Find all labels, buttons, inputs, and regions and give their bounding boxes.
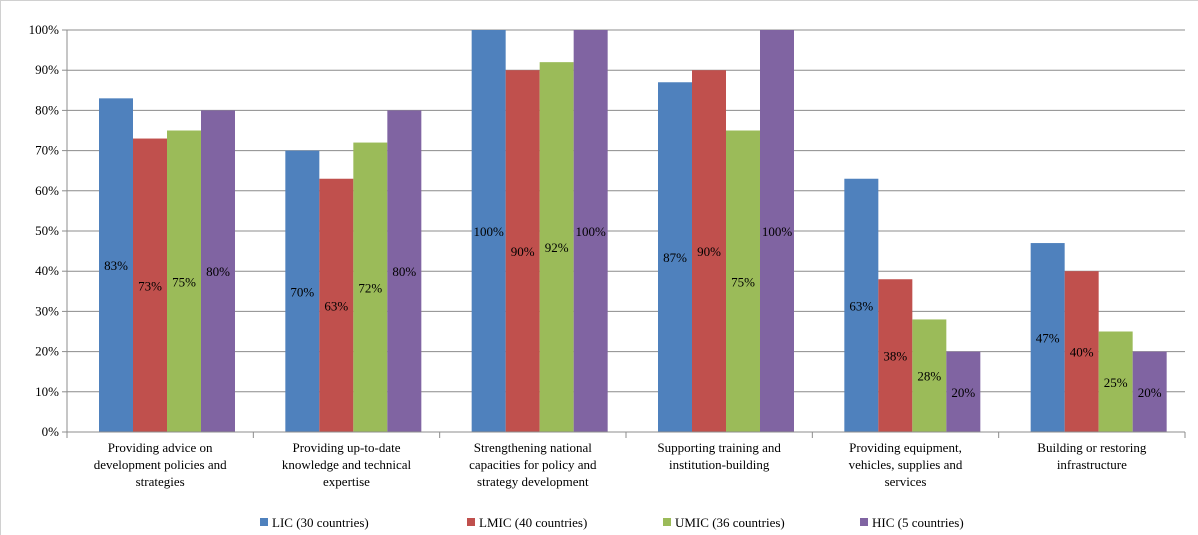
data-label: 70% — [290, 284, 314, 299]
data-label: 90% — [511, 244, 535, 259]
bar — [658, 82, 692, 432]
data-label: 92% — [545, 240, 569, 255]
bar — [539, 62, 574, 432]
bar — [1098, 331, 1133, 432]
bar — [844, 178, 879, 432]
y-tick-label: 30% — [35, 303, 59, 318]
data-label: 87% — [663, 250, 687, 265]
data-label: 80% — [392, 264, 416, 279]
bar — [1064, 271, 1099, 432]
bar — [319, 178, 354, 432]
bar — [99, 98, 133, 432]
y-tick-label: 80% — [35, 102, 59, 117]
bars — [99, 30, 1167, 433]
data-label: 63% — [849, 298, 873, 313]
gridlines — [67, 29, 1185, 393]
data-label: 90% — [697, 244, 721, 259]
x-category-label: Providing equipment, vehicles, supplies a… — [849, 440, 963, 489]
bar — [471, 30, 506, 432]
data-label: 20% — [1138, 385, 1162, 400]
bar — [285, 150, 320, 432]
legend-swatch — [663, 518, 671, 526]
data-label: 47% — [1036, 331, 1060, 346]
y-tick-label: 50% — [35, 223, 59, 238]
bar — [726, 130, 760, 432]
bar — [1030, 243, 1065, 432]
data-label: 83% — [104, 258, 128, 273]
legend-swatch — [467, 518, 475, 526]
x-category-label: Supporting training and institution-build… — [657, 440, 781, 472]
x-category-label: Providing up-to-date knowledge and techni… — [282, 440, 412, 489]
data-label: 100% — [762, 224, 793, 239]
bar — [505, 70, 540, 432]
bar — [878, 279, 913, 432]
data-labels: 83% 70% 100% 87% 63% 47% 73% 63% 90% 90% 38% 40% 75%… — [104, 224, 1162, 400]
data-label: 38% — [883, 349, 907, 364]
x-category-label: Providing advice on development policies … — [94, 440, 227, 489]
bar — [167, 130, 201, 432]
bar — [133, 138, 167, 433]
data-label: 75% — [731, 274, 755, 289]
y-tick-label: 60% — [35, 183, 59, 198]
bar — [573, 30, 608, 432]
data-label: 100% — [473, 224, 504, 239]
data-label: 40% — [1070, 345, 1094, 360]
y-tick-label: 10% — [35, 384, 59, 399]
bar — [760, 30, 794, 432]
x-category-label: Strengthening national capacities for pol… — [469, 440, 597, 489]
bar — [912, 319, 947, 432]
axes: 0% 10% 20% 30% 40% 50% 60% 70% 80% 90% 100% Providi… — [29, 22, 1186, 489]
bar — [201, 110, 235, 433]
data-label: 28% — [917, 369, 941, 384]
legend: LIC (30 countries) LMIC (40 countries) UMI… — [260, 515, 964, 530]
y-tick-label: 100% — [29, 22, 60, 37]
legend-swatch — [260, 518, 268, 526]
y-tick-label: 70% — [35, 143, 59, 158]
bar — [353, 142, 388, 432]
data-label: 63% — [324, 298, 348, 313]
y-tick-label: 0% — [42, 424, 60, 439]
data-label: 25% — [1104, 375, 1128, 390]
x-category-label: Building or restoring infrastructure — [1037, 440, 1147, 472]
legend-label: LMIC (40 countries) — [479, 515, 587, 530]
legend-swatch — [860, 518, 868, 526]
y-tick-label: 90% — [35, 62, 59, 77]
bar — [387, 110, 422, 433]
bar — [1132, 351, 1167, 432]
bar — [946, 351, 981, 432]
data-label: 73% — [138, 278, 162, 293]
data-label: 80% — [206, 264, 230, 279]
y-tick-label: 40% — [35, 263, 59, 278]
legend-label: UMIC (36 countries) — [675, 515, 785, 530]
data-label: 75% — [172, 274, 196, 289]
legend-label: HIC (5 countries) — [872, 515, 964, 530]
legend-label: LIC (30 countries) — [272, 515, 369, 530]
data-label: 72% — [358, 280, 382, 295]
bar — [692, 70, 726, 432]
y-tick-label: 20% — [35, 344, 59, 359]
data-label: 100% — [575, 224, 606, 239]
data-label: 20% — [951, 385, 975, 400]
